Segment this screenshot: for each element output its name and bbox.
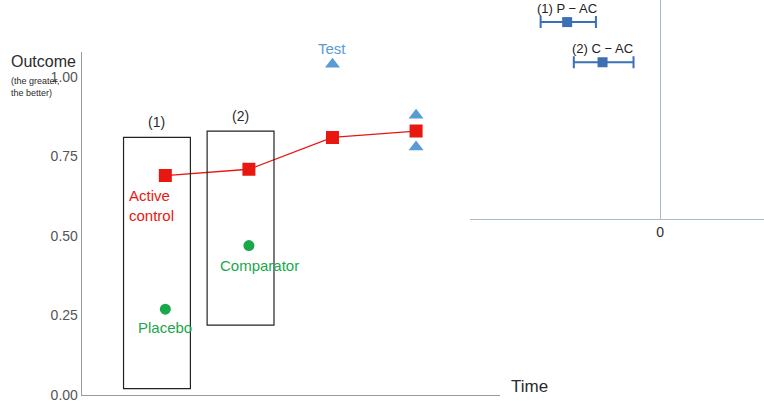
svg-text:(2): (2): [232, 108, 249, 124]
svg-text:Outcome: Outcome: [11, 53, 76, 70]
svg-text:Time: Time: [511, 377, 548, 396]
svg-text:0.25: 0.25: [51, 307, 78, 323]
svg-text:0.50: 0.50: [51, 228, 78, 244]
svg-text:(2) C − AC: (2) C − AC: [572, 41, 633, 56]
svg-text:1.00: 1.00: [51, 69, 78, 85]
svg-text:0.75: 0.75: [51, 148, 78, 164]
svg-text:Test: Test: [318, 40, 346, 57]
svg-text:(1): (1): [148, 114, 165, 130]
svg-text:Comparator: Comparator: [220, 257, 299, 274]
svg-text:(the greater,the better): (the greater,the better): [11, 76, 60, 98]
svg-text:0: 0: [656, 224, 664, 240]
svg-text:Placebo: Placebo: [138, 319, 192, 336]
svg-text:Activecontrol: Activecontrol: [129, 187, 174, 224]
svg-text:0.00: 0.00: [51, 387, 78, 403]
svg-text:(1) P − AC: (1) P − AC: [537, 1, 597, 16]
